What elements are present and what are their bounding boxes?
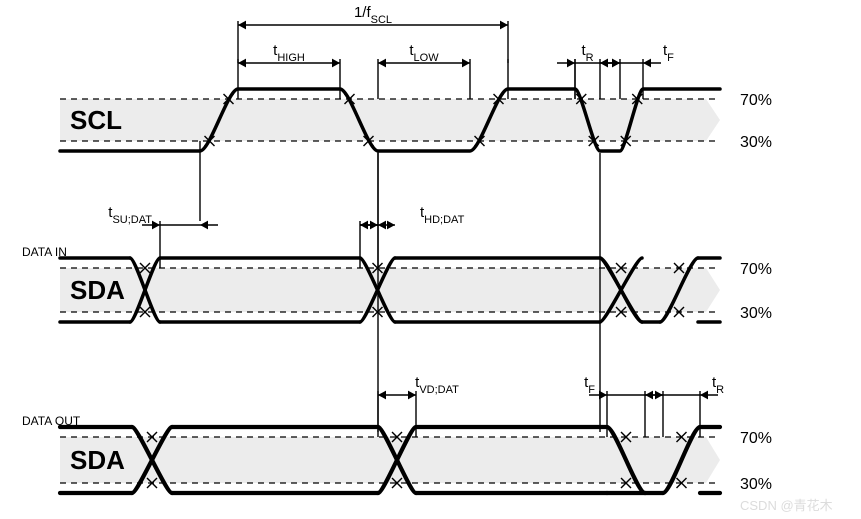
pct-70-label: 70% [740, 430, 772, 447]
pct-70-label: 70% [740, 92, 772, 109]
timing-label: tLOW [409, 42, 439, 64]
timing-label: tHIGH [273, 42, 305, 64]
timing-label: tF [584, 374, 595, 396]
signal-band [60, 99, 720, 141]
sda-out-label: SDA [70, 445, 125, 475]
timing-label: tR [712, 374, 724, 396]
timing-svg: 70% 30% 1/fSCL tHIGH tLOW tR tF SCL 70% 30% tSU;DA… [0, 0, 861, 519]
scl-label: SCL [70, 105, 122, 135]
pct-70-label: 70% [740, 261, 772, 278]
watermark: CSDN @青花木 [740, 498, 833, 513]
pct-30-label: 30% [740, 134, 772, 151]
timing-label: tVD;DAT [415, 374, 459, 396]
timing-label: tF [663, 42, 674, 64]
timing-label: 1/fSCL [354, 4, 392, 26]
timing-label: tSU;DAT [108, 204, 152, 226]
pct-30-label: 30% [740, 476, 772, 493]
timing-label: tR [581, 42, 593, 64]
timing-label: tHD;DAT [420, 204, 465, 226]
data-in-caption: DATA IN [22, 245, 67, 259]
sda-in-label: SDA [70, 275, 125, 305]
timing-diagram: 70% 30% 1/fSCL tHIGH tLOW tR tF SCL 70% 30% tSU;DA… [0, 0, 861, 519]
data-out-caption: DATA OUT [22, 414, 81, 428]
pct-30-label: 30% [740, 305, 772, 322]
